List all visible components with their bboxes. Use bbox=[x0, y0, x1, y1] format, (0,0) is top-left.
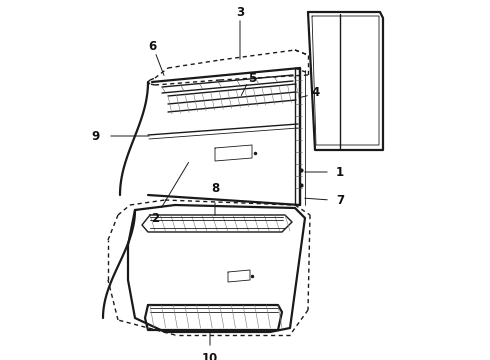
Text: 10: 10 bbox=[202, 352, 218, 360]
Text: 8: 8 bbox=[211, 182, 219, 195]
Text: 2: 2 bbox=[151, 211, 159, 225]
Text: 6: 6 bbox=[148, 40, 156, 53]
Text: 7: 7 bbox=[336, 194, 344, 207]
Text: 9: 9 bbox=[92, 130, 100, 143]
Text: 4: 4 bbox=[312, 86, 320, 99]
Text: 3: 3 bbox=[236, 5, 244, 18]
Text: 5: 5 bbox=[248, 72, 256, 85]
Text: 1: 1 bbox=[336, 166, 344, 179]
